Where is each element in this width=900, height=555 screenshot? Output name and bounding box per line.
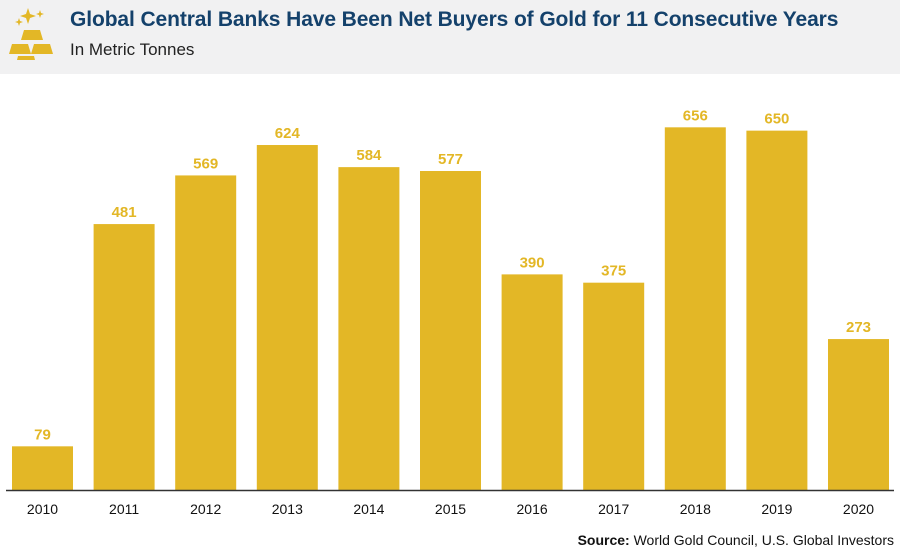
x-tick-2010: 2010	[27, 501, 58, 517]
bar-chart: 79 2010 481 2011 569 2012 624 2013 584 2014 577 201…	[6, 107, 894, 517]
chart-title: Global Central Banks Have Been Net Buyer…	[70, 8, 839, 31]
bar-2019	[746, 130, 808, 490]
bar-2012	[175, 175, 237, 490]
data-label-2016: 390	[520, 254, 545, 271]
x-tick-2016: 2016	[517, 501, 548, 517]
bar-2014	[338, 167, 400, 490]
data-label-2017: 375	[601, 263, 626, 280]
data-label-2019: 650	[764, 111, 789, 128]
source-text: World Gold Council, U.S. Global Investor…	[633, 532, 894, 548]
data-label-2015: 577	[438, 151, 463, 168]
data-label-2014: 584	[356, 147, 382, 164]
bar-2016	[501, 274, 563, 490]
source-note: Source: World Gold Council, U.S. Global …	[578, 532, 894, 548]
x-tick-2012: 2012	[190, 501, 221, 517]
data-label-2020: 273	[846, 319, 871, 336]
data-label-2012: 569	[193, 155, 218, 172]
bar-2011	[93, 224, 155, 490]
bar-2013	[256, 145, 318, 490]
x-tick-2011: 2011	[109, 501, 139, 517]
bar-2010	[12, 446, 73, 490]
bar-2017	[583, 282, 645, 490]
x-tick-2020: 2020	[843, 501, 874, 517]
x-tick-2014: 2014	[353, 501, 384, 517]
x-tick-2017: 2017	[598, 501, 629, 517]
chart-subtitle: In Metric Tonnes	[70, 40, 195, 59]
source-label: Source:	[577, 532, 630, 548]
data-label-2010: 79	[34, 426, 51, 443]
gold-bars-icon	[9, 8, 53, 60]
x-tick-2019: 2019	[761, 501, 792, 517]
bar-2015	[420, 171, 481, 490]
data-label-2011: 481	[112, 204, 137, 221]
x-tick-2018: 2018	[680, 501, 711, 517]
bar-2020	[828, 339, 889, 490]
x-tick-2013: 2013	[272, 501, 303, 517]
bar-2018	[664, 127, 726, 490]
data-label-2018: 656	[683, 107, 708, 124]
data-label-2013: 624	[275, 125, 301, 142]
x-tick-2015: 2015	[435, 501, 466, 517]
chart-header: Global Central Banks Have Been Net Buyer…	[0, 0, 900, 74]
